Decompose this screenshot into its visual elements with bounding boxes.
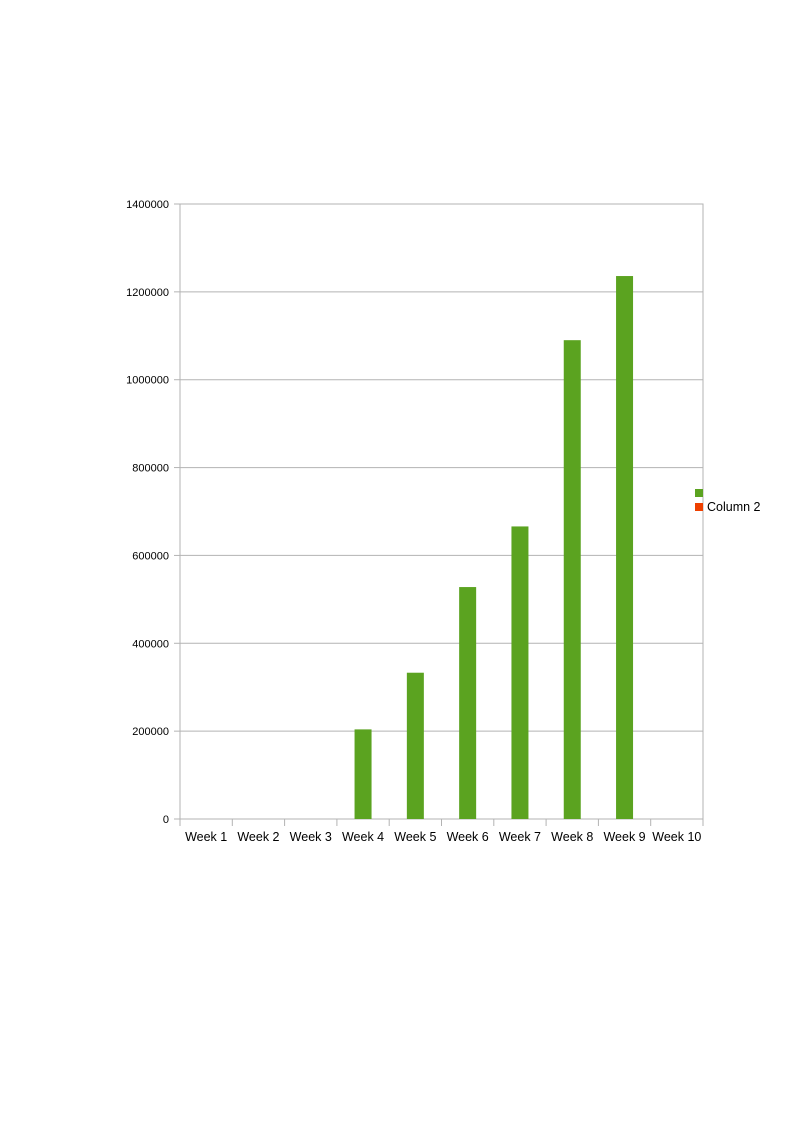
bar [616, 276, 634, 819]
x-tick-label: Week 6 [447, 830, 489, 844]
x-tick-label: Week 1 [185, 830, 227, 844]
x-tick-label: Week 3 [290, 830, 332, 844]
gridlines [180, 203, 703, 820]
x-tick-label: Week 4 [342, 830, 384, 844]
x-tick-label: Week 5 [394, 830, 436, 844]
legend: Column 2 [695, 489, 761, 514]
legend-swatch [695, 503, 703, 511]
y-tick-label: 0 [163, 814, 169, 826]
bar [459, 587, 477, 819]
bar [354, 729, 372, 819]
legend-swatch [695, 489, 703, 497]
axes [174, 203, 704, 826]
y-tick-label: 1400000 [126, 199, 169, 211]
y-tick-label: 1000000 [126, 375, 169, 387]
bar [563, 340, 581, 819]
bar [511, 526, 529, 819]
bars [354, 276, 634, 819]
x-tick-label: Week 10 [652, 830, 701, 844]
y-tick-label: 1200000 [126, 287, 169, 299]
x-tick-label: Week 8 [551, 830, 593, 844]
y-tick-label: 600000 [132, 550, 169, 562]
y-tick-label: 200000 [132, 726, 169, 738]
axis-labels: 0 200000 400000 600000 800000 1000000 1200000 1… [126, 199, 701, 844]
x-tick-label: Week 9 [603, 830, 645, 844]
legend-label: Column 2 [707, 500, 761, 514]
x-tick-label: Week 2 [237, 830, 279, 844]
bar [406, 672, 424, 819]
y-tick-label: 400000 [132, 638, 169, 650]
x-tick-label: Week 7 [499, 830, 541, 844]
y-tick-label: 800000 [132, 463, 169, 475]
